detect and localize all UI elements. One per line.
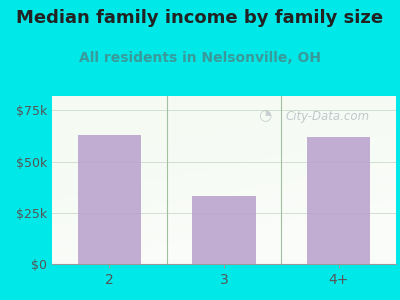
Text: Median family income by family size: Median family income by family size — [16, 9, 384, 27]
Bar — [307, 137, 370, 264]
Text: All residents in Nelsonville, OH: All residents in Nelsonville, OH — [79, 51, 321, 65]
Bar — [192, 196, 256, 264]
Bar — [78, 135, 141, 264]
Text: ◔: ◔ — [258, 109, 272, 124]
Text: City-Data.com: City-Data.com — [286, 110, 370, 123]
